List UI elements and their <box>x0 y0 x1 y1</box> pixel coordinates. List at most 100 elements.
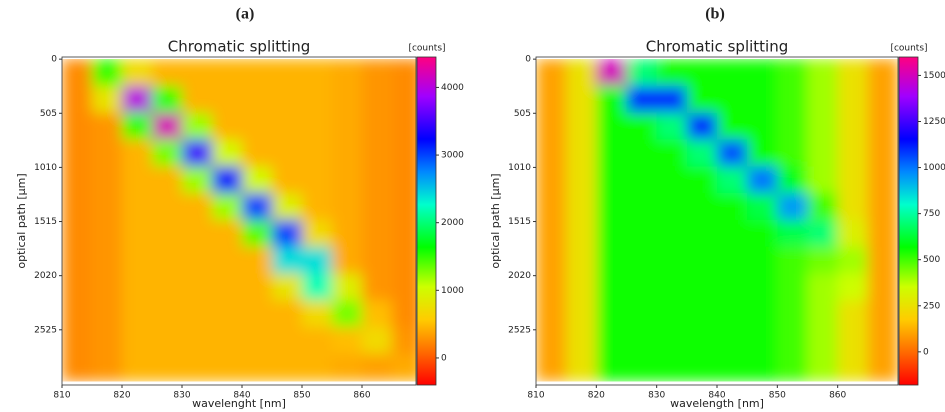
y-axis-label: optical path [µm] <box>15 173 28 268</box>
heatmap-cell <box>302 353 333 382</box>
heatmap-cell <box>656 139 688 167</box>
heatmap-cell <box>242 219 273 248</box>
heatmap-cell <box>62 219 93 248</box>
heatmap-cell <box>777 139 808 167</box>
y-tick-label: 2525 <box>34 325 57 335</box>
heatmap-cell <box>392 246 416 275</box>
chart-title: Chromatic splitting <box>646 38 789 56</box>
heatmap-cell <box>92 59 123 87</box>
heatmap-cell <box>686 139 718 167</box>
heatmap <box>536 59 898 382</box>
heatmap-cell <box>566 300 597 328</box>
heatmap-cell <box>717 85 748 114</box>
heatmap-cells <box>62 59 416 382</box>
heatmap-cell <box>807 273 839 301</box>
heatmap-cell <box>272 85 303 114</box>
heatmap-cell <box>656 300 688 328</box>
heatmap-cell <box>807 300 839 328</box>
heatmap-cell <box>182 193 213 221</box>
heatmap-cell <box>686 85 718 114</box>
heatmap-cell <box>302 273 333 301</box>
heatmap-cell <box>152 85 183 114</box>
heatmap-cell <box>242 327 273 355</box>
heatmap-cell <box>536 59 567 87</box>
heatmap-cell <box>566 273 597 301</box>
x-tick-label: 810 <box>53 391 70 401</box>
colorbar-tick-label: 2000 <box>441 218 464 228</box>
heatmap-cell <box>302 85 333 114</box>
heatmap-cell <box>362 353 393 382</box>
heatmap-cell <box>212 59 243 87</box>
y-tick-label: 1515 <box>34 217 57 227</box>
heatmap-cell <box>566 327 597 355</box>
y-tick-label: 0 <box>525 55 531 65</box>
heatmap-cell <box>536 193 567 221</box>
heatmap-cell <box>656 246 688 275</box>
heatmap-cell <box>152 112 183 141</box>
heatmap-cell <box>272 353 303 382</box>
x-tick-label: 850 <box>293 391 310 401</box>
heatmap-cell <box>62 112 93 141</box>
heatmap-cell <box>596 246 627 275</box>
heatmap-cell <box>362 59 393 87</box>
heatmap-cell <box>717 166 748 194</box>
colorbar-tick-label: 1500 <box>923 71 945 81</box>
heatmap-cell <box>747 59 778 87</box>
heatmap-cell <box>686 112 718 141</box>
heatmap-cell <box>272 166 303 194</box>
heatmap-cell <box>807 85 839 114</box>
y-tick-label: 1010 <box>508 163 531 173</box>
heatmap-cell <box>332 85 363 114</box>
heatmap-cell <box>626 353 658 382</box>
heatmap-cell <box>242 85 273 114</box>
heatmap-cell <box>837 353 869 382</box>
heatmap-cell <box>596 166 627 194</box>
heatmap-cell <box>62 273 93 301</box>
heatmap-cell <box>272 246 303 275</box>
heatmap-cell <box>807 59 839 87</box>
heatmap-cell <box>242 166 273 194</box>
heatmap-cell <box>182 300 213 328</box>
heatmap-cell <box>392 85 416 114</box>
heatmap-cell <box>62 139 93 167</box>
heatmap-cell <box>182 219 213 248</box>
heatmap-cell <box>747 139 778 167</box>
heatmap-cell <box>362 193 393 221</box>
colorbar-tick-label: 4000 <box>441 83 464 93</box>
panel-label: (b) <box>705 6 725 23</box>
heatmap-cell <box>122 300 153 328</box>
heatmap-cell <box>122 166 153 194</box>
heatmap-cell <box>182 327 213 355</box>
heatmap-cell <box>92 139 123 167</box>
heatmap-cell <box>747 300 778 328</box>
heatmap-cell <box>777 327 808 355</box>
heatmap-cell <box>242 112 273 141</box>
heatmap-cell <box>362 166 393 194</box>
heatmap-cell <box>626 166 658 194</box>
heatmap-cell <box>302 246 333 275</box>
heatmap-cell <box>362 219 393 248</box>
heatmap-cell <box>656 327 688 355</box>
heatmap-cell <box>182 112 213 141</box>
heatmap-cell <box>867 246 898 275</box>
heatmap-cell <box>596 85 627 114</box>
heatmap-cell <box>626 219 658 248</box>
heatmap-cell <box>807 139 839 167</box>
heatmap-cell <box>596 273 627 301</box>
heatmap-cell <box>242 193 273 221</box>
heatmap-cell <box>536 246 567 275</box>
heatmap-cell <box>626 300 658 328</box>
heatmap-cell <box>272 112 303 141</box>
heatmap-cell <box>777 273 808 301</box>
heatmap-cell <box>536 85 567 114</box>
heatmap-cell <box>332 166 363 194</box>
heatmap-cell <box>362 273 393 301</box>
heatmap-cell <box>302 327 333 355</box>
heatmap-cell <box>747 193 778 221</box>
heatmap-cell <box>686 300 718 328</box>
heatmap-cell <box>242 300 273 328</box>
heatmap-cell <box>272 139 303 167</box>
heatmap-cell <box>656 273 688 301</box>
heatmap-cell <box>717 193 748 221</box>
